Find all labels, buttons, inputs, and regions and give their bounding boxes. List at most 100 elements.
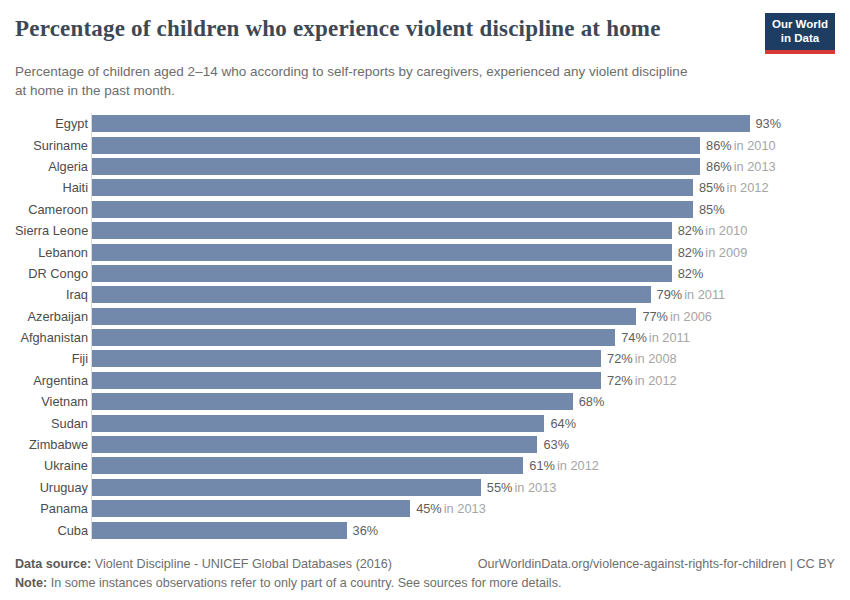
value-year: in 2010	[734, 138, 776, 153]
bar-row: Sierra Leone 82%in 2010	[15, 220, 835, 241]
owid-logo-line2: in Data	[772, 32, 828, 46]
bar[interactable]	[92, 329, 615, 346]
bar-row: Algeria86%in 2013	[15, 156, 835, 177]
country-label: Egypt	[15, 116, 88, 131]
value-percent: 74%	[621, 330, 647, 345]
country-label: Argentina	[15, 373, 88, 388]
bar-area: 63%	[91, 434, 835, 455]
bar[interactable]	[92, 115, 750, 132]
bar-area: 82%	[91, 263, 835, 284]
owid-url: OurWorldinData.org/violence-against-righ…	[478, 555, 835, 574]
bar-area: 79%in 2011	[91, 284, 835, 305]
country-label: Lebanon	[15, 245, 88, 260]
value-percent: 72%	[607, 373, 633, 388]
bar[interactable]	[92, 158, 700, 175]
bar-area: 85%	[91, 199, 835, 220]
bar[interactable]	[92, 522, 347, 539]
bar-row: Haiti85%in 2012	[15, 177, 835, 198]
value-year: in 2011	[684, 287, 725, 302]
bar[interactable]	[92, 415, 544, 432]
bar[interactable]	[92, 457, 523, 474]
value-percent: 93%	[756, 116, 782, 131]
value-label: 68%	[579, 394, 605, 409]
bar[interactable]	[92, 265, 672, 282]
bar-row: Cuba 36%	[15, 519, 835, 540]
bar[interactable]	[92, 436, 537, 453]
value-year: in 2013	[444, 501, 486, 516]
bar-area: 64%	[91, 412, 835, 433]
bar[interactable]	[92, 201, 693, 218]
bar-area: 74%in 2011	[91, 327, 835, 348]
value-label: 85%in 2012	[699, 180, 769, 195]
value-year: in 2011	[649, 330, 690, 345]
value-year: in 2013	[734, 159, 776, 174]
bar[interactable]	[92, 479, 481, 496]
country-label: Iraq	[15, 287, 88, 302]
bar-row: Panama 45%in 2013	[15, 498, 835, 519]
bar-area: 68%	[91, 391, 835, 412]
bar-row: Iraq79%in 2011	[15, 284, 835, 305]
owid-logo[interactable]: Our World in Data	[765, 13, 835, 54]
bar-area: 72%in 2008	[91, 348, 835, 369]
note-label: Note:	[15, 576, 47, 590]
value-percent: 82%	[678, 266, 704, 281]
value-label: 86%in 2013	[706, 159, 776, 174]
value-year: in 2008	[635, 351, 677, 366]
value-label: 63%	[543, 437, 569, 452]
bar[interactable]	[92, 222, 672, 239]
value-percent: 45%	[416, 501, 442, 516]
value-year: in 2012	[727, 180, 769, 195]
bar[interactable]	[92, 350, 601, 367]
bar[interactable]	[92, 244, 672, 261]
value-percent: 36%	[353, 523, 379, 538]
bar-row: Ukraine61%in 2012	[15, 455, 835, 476]
bar-area: 72%in 2012	[91, 370, 835, 391]
data-source-label: Data source:	[15, 557, 91, 571]
country-label: Panama	[15, 501, 88, 516]
bar-row: Suriname86%in 2010	[15, 134, 835, 155]
value-year: in 2012	[635, 373, 677, 388]
value-label: 82%in 2009	[678, 245, 748, 260]
bar-row: Vietnam68%	[15, 391, 835, 412]
bar-row: Afghanistan74%in 2011	[15, 327, 835, 348]
value-label: 72%in 2012	[607, 373, 677, 388]
bar[interactable]	[92, 286, 651, 303]
bar-row: Fiji72%in 2008	[15, 348, 835, 369]
country-label: Uruguay	[15, 480, 88, 495]
bar-area: 86%in 2010	[91, 134, 835, 155]
bar-area: 93%	[91, 113, 835, 134]
value-percent: 85%	[699, 202, 725, 217]
bar-area: 82%in 2010	[91, 220, 835, 241]
owid-logo-line1: Our World	[772, 18, 828, 32]
header: Percentage of children who experience vi…	[15, 16, 835, 54]
country-label: Zimbabwe	[15, 437, 88, 452]
bar-row: DR Congo82%	[15, 263, 835, 284]
value-label: 86%in 2010	[706, 138, 776, 153]
value-percent: 64%	[550, 416, 576, 431]
bar-row: Cameroon85%	[15, 199, 835, 220]
value-label: 77%in 2006	[642, 309, 712, 324]
footer-note: Note: In some instances observations ref…	[15, 574, 835, 593]
value-label: 36%	[353, 523, 379, 538]
note-text: In some instances observations refer to …	[47, 576, 561, 590]
bar-row: Sudan64%	[15, 412, 835, 433]
value-label: 85%	[699, 202, 725, 217]
bar[interactable]	[92, 179, 693, 196]
bar[interactable]	[92, 500, 410, 517]
value-label: 82%in 2010	[678, 223, 748, 238]
country-label: Azerbaijan	[15, 309, 88, 324]
bar[interactable]	[92, 308, 636, 325]
country-label: Cuba	[15, 523, 88, 538]
bar-area: 85%in 2012	[91, 177, 835, 198]
value-label: 45%in 2013	[416, 501, 486, 516]
bar[interactable]	[92, 393, 573, 410]
value-percent: 72%	[607, 351, 633, 366]
bar[interactable]	[92, 372, 601, 389]
value-percent: 68%	[579, 394, 605, 409]
bar[interactable]	[92, 137, 700, 154]
value-percent: 85%	[699, 180, 725, 195]
value-percent: 79%	[657, 287, 683, 302]
country-label: Sierra Leone	[15, 223, 88, 238]
value-year: in 2012	[557, 458, 599, 473]
value-percent: 61%	[529, 458, 555, 473]
